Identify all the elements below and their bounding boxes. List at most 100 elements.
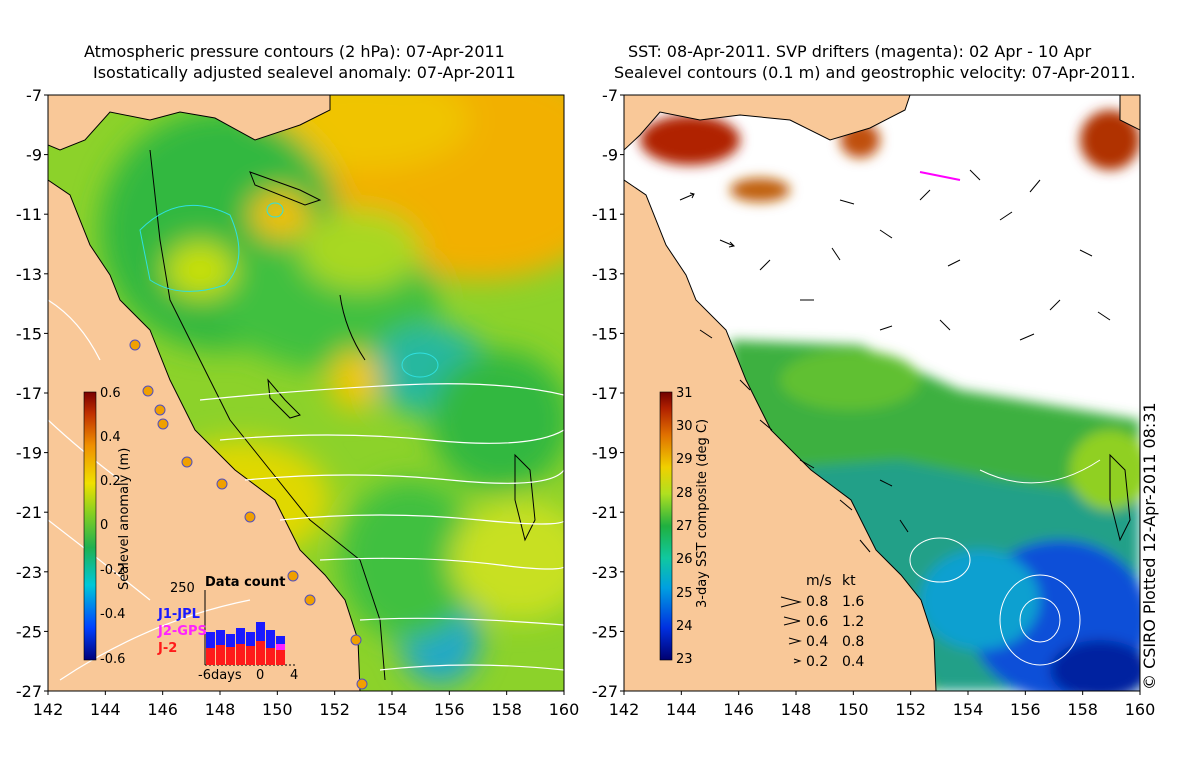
sla-field	[100, 95, 564, 685]
velocity-legend-kt-0: 1.6	[842, 594, 864, 610]
velocity-legend-ms-0: 0.8	[806, 594, 828, 610]
svp-drifter-track	[919, 171, 961, 181]
left_panel-ytick: -25	[16, 622, 42, 641]
data-count-max: 250	[170, 581, 195, 596]
solomon-land-right	[1119, 95, 1140, 131]
new-caledonia	[514, 453, 536, 542]
left_panel-ytick: -23	[16, 563, 42, 582]
right_panel-ytick: -19	[592, 444, 618, 463]
reef-edge	[339, 294, 366, 361]
right_panel-xtick: 148	[781, 700, 812, 719]
sla-tick-0: 0.6	[100, 386, 121, 401]
legend-j2-gps: J2-GPS	[157, 624, 207, 639]
left-map	[48, 95, 564, 691]
left_panel-ytick: -15	[16, 324, 42, 343]
australia-land	[48, 179, 361, 691]
data-count-xlabel-1: 0	[256, 668, 264, 683]
right-map	[624, 95, 1140, 691]
left-title-line2: Isostatically adjusted sealevel anomaly:…	[93, 63, 516, 82]
right_panel-ytick: -13	[592, 265, 618, 284]
velocity-legend-arrows	[780, 596, 802, 664]
right_panel-ytick: -25	[592, 622, 618, 641]
data-count-bars	[206, 622, 285, 665]
geostrophic-velocity-arrows	[679, 169, 1111, 553]
sst-tick-7: 24	[676, 619, 693, 634]
right-title-line2: Sealevel contours (0.1 m) and geostrophi…	[614, 63, 1136, 82]
left_panel-ytick: -13	[16, 265, 42, 284]
velocity-legend-kt-3: 0.4	[842, 654, 864, 670]
right_panel-xtick: 158	[1067, 700, 1098, 719]
left_panel-xtick: 142	[33, 700, 64, 719]
sst-tick-8: 23	[676, 652, 693, 667]
right_panel-ytick: -11	[592, 205, 618, 224]
right_panel-ytick: -7	[602, 86, 618, 105]
left_panel-xtick: 154	[377, 700, 408, 719]
sla-tick-2: 0.2	[100, 474, 121, 489]
sst-tick-3: 28	[676, 486, 693, 501]
pressure-contours	[48, 299, 564, 681]
left_panel-ytick: -21	[16, 503, 42, 522]
sst-tick-5: 26	[676, 552, 693, 567]
velocity-legend: m/s kt 0.8 1.6 0.6 1.2 0.4 0.8 0.2 0.4	[780, 573, 864, 670]
sst-tick-2: 29	[676, 452, 693, 467]
velocity-legend-header-ms: m/s	[806, 573, 832, 589]
left_panel-xtick: 144	[90, 700, 121, 719]
left_panel-ytick: -7	[26, 86, 42, 105]
right_panel-ytick: -21	[592, 503, 618, 522]
data-count-inset: Data count 250 J1-JPL J2-GPS J-2 -6days …	[157, 575, 298, 683]
australia-land-right	[624, 179, 937, 691]
left_panel-ytick: -27	[16, 682, 42, 701]
sla-tick-5: -0.4	[100, 607, 125, 622]
shelf-edge	[149, 149, 386, 681]
sla-tick-1: 0.4	[100, 430, 121, 445]
sst-colorbar-ticks: 31 30 29 28 27 26 25 24 23	[676, 386, 693, 667]
left-title-line1: Atmospheric pressure contours (2 hPa): 0…	[84, 42, 505, 61]
velocity-legend-ms-1: 0.6	[806, 614, 828, 630]
sla-colorbar	[83, 391, 97, 661]
left_panel-xtick: 156	[434, 700, 465, 719]
right_panel-ytick: -15	[592, 324, 618, 343]
sla-tick-3: 0	[100, 518, 108, 533]
sla-tick-4: -0.2	[100, 563, 125, 578]
velocity-legend-kt-2: 0.8	[842, 634, 864, 650]
right-title-line1: SST: 08-Apr-2011. SVP drifters (magenta)…	[628, 42, 1092, 61]
velocity-legend-ms-3: 0.2	[806, 654, 828, 670]
left_panel-xtick: 146	[147, 700, 178, 719]
right_panel-xtick: 150	[838, 700, 869, 719]
velocity-legend-ms-2: 0.4	[806, 634, 828, 650]
sealevel-contours	[909, 459, 1101, 666]
sst-tick-0: 31	[676, 386, 693, 401]
sst-tick-6: 25	[676, 586, 693, 601]
data-count-title: Data count	[205, 575, 285, 590]
new-guinea-land	[48, 95, 331, 151]
data-count-xlabel-2: 4	[290, 668, 298, 683]
right_panel-ytick: -27	[592, 682, 618, 701]
new-caledonia-right	[1109, 453, 1131, 542]
left_panel-xtick: 158	[491, 700, 522, 719]
left_panel-ytick: -11	[16, 205, 42, 224]
left_panel-xtick: 152	[319, 700, 350, 719]
right_panel-xtick: 142	[609, 700, 640, 719]
left_panel-xtick: 148	[205, 700, 236, 719]
altimeter-points	[129, 339, 368, 690]
right_panel-ytick: -17	[592, 384, 618, 403]
right_panel-ytick: -23	[592, 563, 618, 582]
right_panel-ytick: -9	[602, 146, 618, 165]
sla-colorbar-label: Sealevel anomaly (m)	[117, 448, 132, 590]
velocity-legend-kt-1: 1.2	[842, 614, 864, 630]
credit-text: © CSIRO Plotted 12-Apr-2011 08:31	[1140, 402, 1159, 690]
sst-tick-4: 27	[676, 519, 693, 534]
sst-colorbar	[659, 391, 673, 661]
legend-j1-jpl: J1-JPL	[157, 607, 200, 622]
left_panel-xtick: 160	[549, 700, 580, 719]
sla-colorbar-ticks: 0.6 0.4 0.2 0 -0.2 -0.4 -0.6	[100, 386, 125, 667]
solomon-islands	[249, 171, 322, 206]
sst-colorbar-label: 3-day SST composite (deg C)	[695, 419, 710, 608]
left_panel-ytick: -19	[16, 444, 42, 463]
right_panel-xtick: 152	[895, 700, 926, 719]
right_panel-xtick: 156	[1010, 700, 1041, 719]
vanuatu-islands	[267, 378, 301, 419]
sla-tick-6: -0.6	[100, 652, 125, 667]
